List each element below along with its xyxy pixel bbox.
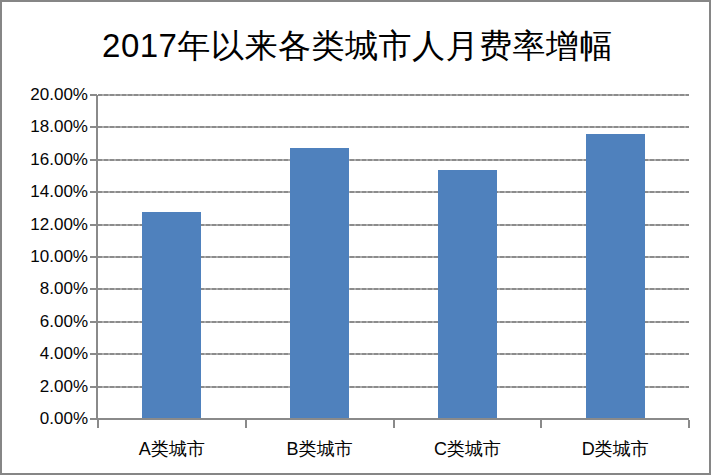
y-axis-tick xyxy=(90,353,97,355)
y-axis-tick xyxy=(90,126,97,128)
y-axis-tick-label: 10.00% xyxy=(2,247,88,267)
x-axis-tick xyxy=(97,420,99,428)
x-axis-category-label: C类城市 xyxy=(402,438,532,460)
x-axis-category-label: A类城市 xyxy=(107,438,237,460)
x-axis-tick xyxy=(393,420,395,428)
bar xyxy=(142,212,201,419)
bar xyxy=(290,148,349,419)
y-axis-tick xyxy=(90,288,97,290)
chart-title: 2017年以来各类城市人月费率增幅 xyxy=(2,26,711,66)
y-axis-tick-label: 14.00% xyxy=(2,182,88,202)
y-axis-tick-label: 16.00% xyxy=(2,150,88,170)
y-axis-tick xyxy=(90,386,97,388)
x-axis-tick xyxy=(540,420,542,428)
x-axis-category-label: D类城市 xyxy=(550,438,680,460)
y-axis-tick xyxy=(90,256,97,258)
plot-area xyxy=(98,95,689,419)
y-axis-tick xyxy=(90,159,97,161)
y-axis-tick-label: 12.00% xyxy=(2,215,88,235)
y-axis-tick-label: 8.00% xyxy=(2,279,88,299)
y-axis-tick-label: 6.00% xyxy=(2,312,88,332)
bar xyxy=(586,134,645,419)
gridline xyxy=(98,126,689,128)
y-axis-tick xyxy=(90,418,97,420)
y-axis-tick-label: 2.00% xyxy=(2,377,88,397)
y-axis-tick-label: 18.00% xyxy=(2,117,88,137)
y-axis-tick-label: 20.00% xyxy=(2,85,88,105)
chart-frame: 2017年以来各类城市人月费率增幅 0.00% 2.00% 4.00% 6.00% 8.… xyxy=(0,0,711,475)
y-axis-tick-label: 0.00% xyxy=(2,409,88,429)
y-axis-tick-label: 4.00% xyxy=(2,344,88,364)
bar xyxy=(438,170,497,419)
x-axis-line xyxy=(91,418,689,420)
y-axis-tick xyxy=(90,94,97,96)
y-axis-tick xyxy=(90,321,97,323)
x-axis-tick xyxy=(245,420,247,428)
x-axis-tick xyxy=(688,420,690,428)
gridline xyxy=(98,94,689,96)
y-axis-tick xyxy=(90,191,97,193)
x-axis-category-label: B类城市 xyxy=(255,438,385,460)
y-axis-tick xyxy=(90,224,97,226)
